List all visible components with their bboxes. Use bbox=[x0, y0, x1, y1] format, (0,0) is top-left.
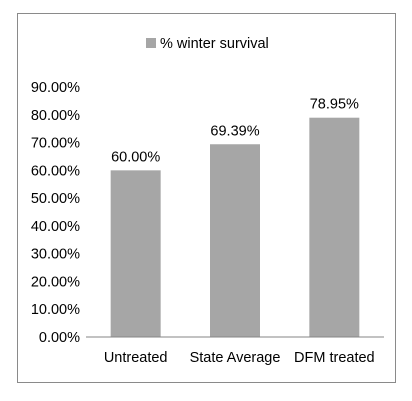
y-tick-label: 50.00% bbox=[31, 191, 80, 207]
y-tick-label: 10.00% bbox=[31, 302, 80, 318]
y-tick-label: 90.00% bbox=[31, 80, 80, 96]
x-label-dfm-treated: DFM treated bbox=[294, 350, 375, 366]
bar-dfm-treated bbox=[309, 117, 360, 337]
x-label-untreated: Untreated bbox=[104, 350, 168, 366]
y-tick-label: 70.00% bbox=[31, 136, 80, 152]
bar-untreated bbox=[110, 170, 161, 337]
data-label-dfm-treated: 78.95% bbox=[310, 97, 359, 113]
legend-label-winter-survival: % winter survival bbox=[160, 36, 269, 52]
y-tick-label: 30.00% bbox=[31, 247, 80, 263]
bars bbox=[110, 117, 360, 337]
legend-swatch bbox=[146, 38, 156, 48]
y-tick-label: 40.00% bbox=[31, 219, 80, 235]
y-tick-label: 80.00% bbox=[31, 108, 80, 124]
data-labels: 60.00% 69.39% 78.95% bbox=[111, 97, 359, 166]
x-label-state-average: State Average bbox=[190, 350, 281, 366]
y-tick-label: 60.00% bbox=[31, 163, 80, 179]
y-tick-label: 20.00% bbox=[31, 274, 80, 290]
x-axis-category-labels: Untreated State Average DFM treated bbox=[104, 350, 375, 366]
legend: % winter survival bbox=[146, 36, 269, 52]
data-label-untreated: 60.00% bbox=[111, 149, 160, 165]
y-axis-tick-labels: 0.00% 10.00% 20.00% 30.00% 40.00% 50.00% 60.00… bbox=[31, 80, 80, 346]
bar-state-average bbox=[210, 144, 260, 337]
y-tick-label: 0.00% bbox=[39, 330, 80, 346]
data-label-state-average: 69.39% bbox=[210, 123, 259, 139]
